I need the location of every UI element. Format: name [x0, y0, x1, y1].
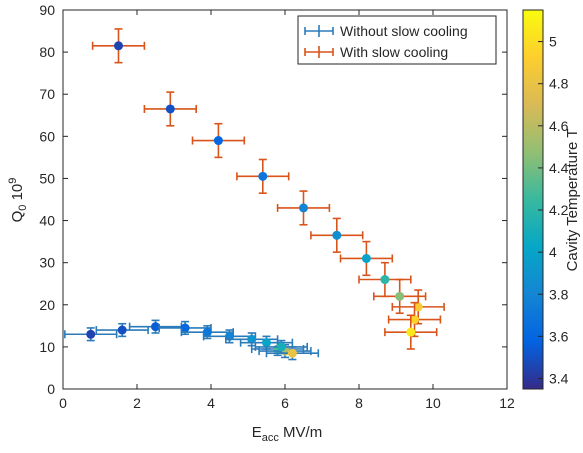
x-axis-label: Eacc MV/m	[252, 424, 322, 444]
colorbar-tick-label: 3.8	[549, 286, 569, 302]
data-point	[151, 322, 160, 332]
series-0	[64, 319, 320, 361]
data-point	[299, 203, 308, 213]
y-tick-label: 20	[39, 297, 55, 313]
marks-layer	[64, 28, 445, 361]
x-tick-label: 10	[425, 395, 441, 411]
data-point	[247, 334, 257, 344]
colorbar: 3.4 3.6 3.8 4 4.2 4.4 4.6 4.8 5 Cavity Temperatu…	[522, 9, 581, 390]
y-axis-label-sub: 0	[17, 205, 29, 211]
data-point	[332, 230, 342, 240]
y-axis-label: Q0 109	[7, 178, 29, 223]
data-point	[395, 291, 405, 301]
axis-ticks: 0 2 4 6 8 10 12 0 10 20 30 40 50 60 70 80 90	[39, 2, 515, 411]
colorbar-tick-label: 4.2	[549, 202, 569, 218]
colorbar-tick-label: 5	[549, 34, 557, 50]
colorbar-tick-label: 4.8	[549, 76, 569, 92]
data-point	[258, 171, 268, 181]
data-point	[413, 302, 423, 312]
colorbar-tick-label: 4.4	[549, 160, 569, 176]
data-point	[114, 41, 123, 51]
data-point	[361, 253, 371, 263]
colorbar-gradient	[522, 9, 544, 390]
data-point	[380, 275, 390, 285]
data-point	[410, 315, 419, 325]
y-tick-label: 80	[39, 44, 55, 60]
plot-area	[63, 10, 507, 389]
data-point	[276, 342, 286, 352]
x-tick-label: 0	[59, 395, 67, 411]
legend: Without slow cooling With slow cooling	[297, 15, 497, 65]
data-point	[262, 338, 271, 348]
x-tick-label: 6	[281, 395, 289, 411]
legend-label-with: With slow cooling	[340, 44, 448, 60]
y-axis-label-main: Q	[9, 211, 26, 223]
y-tick-label: 90	[39, 2, 55, 18]
data-point	[406, 327, 416, 337]
y-tick-label: 0	[47, 381, 55, 397]
x-tick-label: 2	[133, 395, 141, 411]
y-tick-label: 30	[39, 255, 55, 271]
y-tick-label: 10	[39, 339, 55, 355]
data-point	[165, 104, 175, 114]
data-point	[213, 136, 223, 146]
x-tick-label: 4	[207, 395, 215, 411]
colorbar-tick-label: 4	[549, 244, 557, 260]
data-point	[202, 327, 212, 337]
colorbar-tick-label: 3.6	[549, 328, 569, 344]
legend-label-without: Without slow cooling	[340, 23, 468, 39]
y-axis-label-rest: 10	[9, 184, 26, 205]
colorbar-tick-label: 4.6	[549, 118, 569, 134]
series-1	[91, 28, 445, 350]
legend-marker-with	[304, 46, 334, 58]
x-axis-label-sub: acc	[262, 432, 280, 444]
legend-box	[297, 15, 497, 65]
colorbar-tick-label: 3.4	[549, 370, 569, 386]
y-tick-label: 50	[39, 170, 55, 186]
x-tick-label: 12	[499, 395, 515, 411]
y-axis-label-sup: 9	[7, 178, 19, 184]
data-point	[117, 325, 127, 335]
x-axis-label-rest: MV/m	[279, 424, 322, 441]
data-point	[86, 329, 96, 339]
x-tick-label: 8	[355, 395, 363, 411]
x-axis-label-main: E	[252, 424, 262, 441]
colorbar-label: Cavity Temperature T	[564, 129, 581, 272]
y-tick-label: 60	[39, 128, 55, 144]
legend-marker-without	[304, 25, 334, 37]
data-point	[180, 323, 190, 333]
colorbar-ticks: 3.4 3.6 3.8 4 4.2 4.4 4.6 4.8 5	[538, 34, 569, 386]
y-tick-label: 70	[39, 86, 55, 102]
data-point	[287, 348, 297, 358]
y-tick-label: 40	[39, 213, 55, 229]
